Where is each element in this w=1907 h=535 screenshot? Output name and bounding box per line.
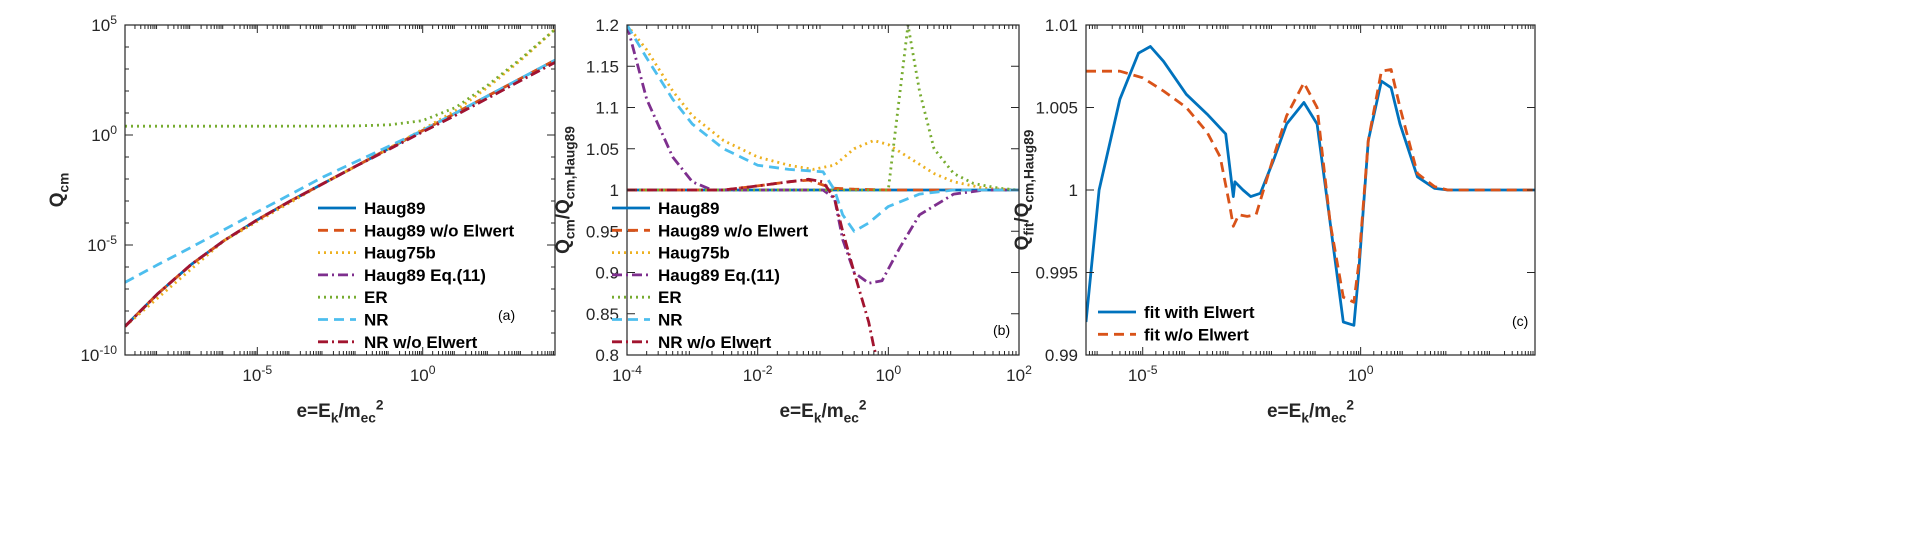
panel-3: 10-5 100 0.99 0.995 1 1.005 1.01 e=Ek/mec2 Qfit/… — [1012, 16, 1536, 426]
legend-entry: Haug89 Eq.(11) — [364, 266, 486, 285]
legend-entry: Haug89 Eq.(11) — [658, 266, 780, 285]
panel-label: (b) — [993, 322, 1010, 338]
x-tick-label: 10-2 — [743, 363, 773, 385]
y-tick-label: 105 — [91, 13, 117, 35]
legend-entry: fit with Elwert — [1144, 303, 1255, 322]
legend-entry: fit w/o Elwert — [1144, 325, 1249, 344]
panel-label: (c) — [1512, 313, 1528, 329]
x-axis-label: e=Ek/mec2 — [296, 397, 383, 425]
series-line-haug75b — [125, 28, 555, 328]
series-line-haug75b — [627, 25, 1019, 192]
legend-entry: Haug89 — [364, 199, 425, 218]
x-tick-label: 100 — [875, 363, 901, 385]
legend-entry: Haug89 w/o Elwert — [658, 221, 809, 240]
legend-entry: Haug75b — [364, 244, 436, 263]
legend-entry: NR w/o Elwert — [364, 333, 478, 352]
legend-entry: Haug75b — [658, 244, 730, 263]
legend-entry: NR — [658, 311, 683, 330]
legend-entry: NR w/o Elwert — [658, 333, 772, 352]
series-line-nr-w-o-elwert — [627, 177, 878, 355]
y-tick-label: 1 — [610, 181, 619, 200]
legend-entry: ER — [364, 288, 388, 307]
x-tick-label: 10-5 — [242, 363, 272, 385]
legend-entry: ER — [658, 288, 682, 307]
y-tick-label: 1.005 — [1035, 99, 1078, 118]
y-tick-label: 1.1 — [595, 99, 619, 118]
series-line-fit-with-elwert — [1086, 45, 1535, 327]
axes-frame — [1085, 24, 1536, 356]
series-line-haug89 — [125, 58, 555, 328]
series-line-nr-w-o-elwert — [125, 61, 555, 328]
y-axis-label: Qcm — [47, 173, 72, 208]
legend-entry: Haug89 w/o Elwert — [364, 221, 515, 240]
axes-frame — [124, 24, 556, 356]
y-axis-label: Qfit/Qcm,Haug89 — [1012, 129, 1037, 250]
x-tick-label: 10-5 — [1128, 363, 1158, 385]
series-line-nr — [125, 58, 555, 284]
y-tick-label: 1.2 — [595, 16, 619, 35]
y-tick-label: 10-10 — [80, 343, 117, 365]
y-tick-label: 1.15 — [586, 57, 619, 76]
panel-label: (a) — [498, 307, 515, 323]
x-tick-label: 100 — [1348, 363, 1374, 385]
x-tick-label: 102 — [1006, 363, 1032, 385]
x-axis-label: e=Ek/mec2 — [1267, 397, 1354, 425]
legend: fit with Elwert fit w/o Elwert — [1098, 303, 1255, 344]
series-line-haug89-eq-11- — [125, 61, 555, 328]
y-tick-label: 0.99 — [1045, 346, 1078, 365]
y-tick-label: 0.85 — [586, 305, 619, 324]
y-tick-label: 1 — [1069, 181, 1078, 200]
y-tick-label: 1.01 — [1045, 16, 1078, 35]
legend-entry: Haug89 — [658, 199, 719, 218]
panel-1: 10-5 10010-1010-5100105e=Ek/mec2Qcm(a)Hau… — [47, 13, 556, 426]
series-line-haug89-w-o-elwert — [125, 58, 555, 328]
y-tick-label: 0.9 — [595, 264, 619, 283]
x-axis-label: e=Ek/mec2 — [779, 397, 866, 425]
legend: Haug89 Haug89 w/o Elwert Haug75b Haug89 Eq.… — [318, 199, 515, 352]
legend-entry: NR — [364, 311, 389, 330]
y-tick-label: 100 — [91, 123, 117, 145]
x-tick-label: 10-4 — [612, 363, 642, 385]
y-tick-label: 10-5 — [87, 233, 117, 255]
series-line-er — [627, 25, 1019, 192]
y-tick-label: 1.05 — [586, 140, 619, 159]
axes-frame — [626, 24, 1020, 356]
series-line-haug89-w-o-elwert — [627, 178, 1019, 192]
series-line-nr — [627, 25, 1019, 233]
x-tick-label: 100 — [410, 363, 436, 385]
panel-2: 10-4 10-2 100 102 0.8 0.85 0.9 0.95 1 1.05 1.1 1.15… — [553, 16, 1032, 426]
series-line-fit-w-o-elwert — [1086, 68, 1535, 304]
series-line-haug89-eq-11- — [627, 25, 1019, 285]
y-tick-label: 0.95 — [586, 222, 619, 241]
legend: Haug89 Haug89 w/o Elwert Haug75b Haug89 Eq.… — [612, 199, 809, 352]
series-line-er — [125, 28, 555, 128]
y-tick-label: 0.995 — [1035, 264, 1078, 283]
y-tick-label: 0.8 — [595, 346, 619, 365]
y-axis-label: Qcm/Qcm,Haug89 — [553, 126, 578, 254]
